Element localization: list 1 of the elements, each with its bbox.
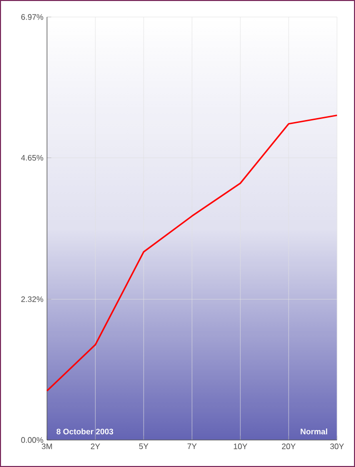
line-series [46,114,338,392]
